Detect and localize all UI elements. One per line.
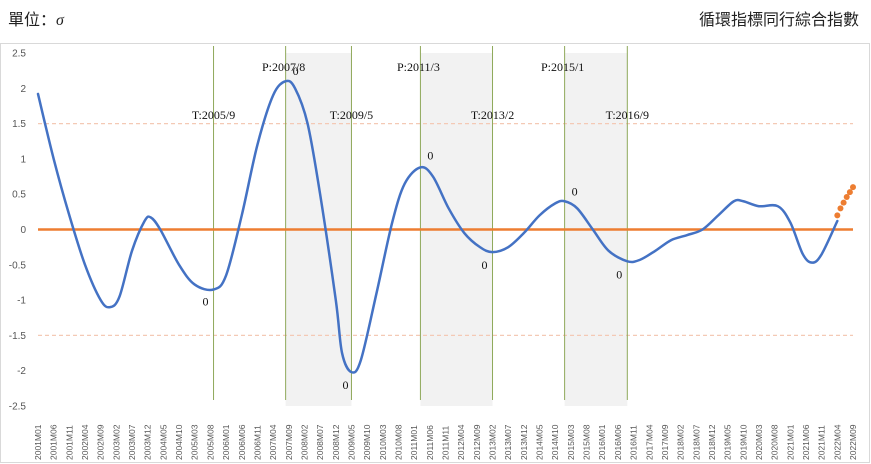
turning-label-1: P:2007/8	[262, 60, 305, 74]
zero-label-5: 0	[572, 184, 578, 198]
x-tick-label: 2007M04	[268, 424, 278, 460]
x-tick-label: 2017M09	[660, 424, 670, 460]
series-line	[36, 79, 839, 374]
x-tick-label: 2016M11	[629, 425, 639, 460]
y-tick-label: 2	[20, 84, 26, 95]
forecast-point-5	[850, 184, 856, 191]
x-tick-label: 2021M11	[817, 425, 827, 460]
x-tick-label: 2010M03	[378, 424, 388, 460]
x-tick-label: 2013M07	[503, 424, 513, 460]
y-tick-label: -2	[17, 366, 26, 377]
unit-label: 單位：σ	[8, 6, 64, 30]
x-tick-label: 2012M04	[456, 424, 466, 460]
x-tick-label: 2013M02	[488, 424, 498, 460]
x-tick-label: 2003M02	[111, 424, 121, 460]
sigma-symbol: σ	[56, 12, 64, 29]
x-tick-label: 2003M07	[127, 424, 137, 460]
x-tick-label: 2021M01	[785, 424, 795, 460]
y-tick-label: -1.5	[9, 331, 27, 342]
y-tick-label: 0.5	[12, 190, 26, 201]
forecast-point-0	[834, 212, 841, 219]
forecast-point-2	[840, 199, 847, 206]
forecast-point-1	[837, 205, 844, 212]
x-tick-label: 2007M09	[284, 424, 294, 460]
x-tick-label: 2020M03	[754, 424, 764, 460]
forecast-point-4	[846, 189, 853, 196]
x-tick-label: 2006M01	[221, 424, 231, 460]
unit-label-text: 單位：	[8, 12, 57, 29]
zero-label-0: 0	[203, 295, 209, 309]
x-tick-label: 2015M03	[566, 424, 576, 460]
x-tick-label: 2001M01	[33, 424, 43, 460]
y-tick-label: -1	[17, 296, 26, 307]
x-tick-label: 2009M10	[362, 424, 372, 460]
x-tick-label: 2004M05	[158, 424, 168, 460]
y-tick-label: 1.5	[12, 119, 26, 130]
x-tick-label: 2001M06	[49, 424, 59, 460]
x-tick-label: 2006M06	[237, 424, 247, 460]
x-tick-label: 2014M05	[535, 424, 545, 460]
x-tick-label: 2015M08	[582, 424, 592, 460]
x-tick-label: 2018M07	[691, 424, 701, 460]
x-tick-label: 2002M09	[96, 424, 106, 460]
x-tick-label: 2005M03	[190, 424, 200, 460]
x-tick-label: 2017M04	[644, 424, 654, 460]
x-tick-label: 2019M10	[738, 424, 748, 460]
x-tick-label: 2003M12	[143, 424, 153, 460]
y-tick-label: -0.5	[9, 260, 27, 271]
x-tick-label: 2002M04	[80, 424, 90, 460]
zero-label-1: 0	[293, 64, 299, 78]
x-tick-label: 2011M11	[441, 426, 451, 460]
turning-label-4: T:2013/2	[471, 108, 514, 122]
x-tick-label: 2011M01	[409, 425, 419, 460]
zero-label-4: 0	[482, 258, 488, 272]
forecast-point-3	[843, 194, 850, 201]
x-tick-label: 2006M11	[252, 425, 262, 460]
turning-label-5: P:2015/1	[541, 60, 584, 74]
x-tick-label: 2018M02	[676, 424, 686, 460]
x-tick-label: 2004M10	[174, 424, 184, 460]
x-tick-label: 2011M06	[425, 425, 435, 460]
y-tick-label: 0	[20, 225, 26, 236]
x-tick-label: 2013M12	[519, 424, 529, 460]
x-tick-label: 2022M09	[848, 424, 858, 460]
x-tick-label: 2021M06	[801, 424, 811, 460]
turning-label-0: T:2005/9	[192, 108, 235, 122]
chart-frame	[0, 43, 870, 463]
x-tick-label: 2016M06	[613, 424, 623, 460]
zero-label-3: 0	[427, 148, 433, 162]
y-tick-label: 2.5	[12, 49, 26, 60]
x-tick-label: 2012M09	[472, 424, 482, 460]
x-tick-label: 2020M08	[770, 424, 780, 460]
zero-label-6: 0	[616, 267, 622, 281]
turning-label-3: P:2011/3	[397, 60, 440, 74]
x-tick-label: 2008M12	[331, 424, 341, 460]
x-tick-label: 2005M08	[205, 424, 215, 460]
turning-label-2: T:2009/5	[330, 108, 373, 122]
x-tick-label: 2008M02	[299, 424, 309, 460]
x-tick-label: 2019M05	[723, 424, 733, 460]
y-tick-label: -2.5	[9, 402, 27, 413]
y-tick-label: 1	[20, 154, 26, 165]
x-tick-label: 2022M04	[832, 424, 842, 460]
x-tick-label: 2008M07	[315, 424, 325, 460]
x-tick-label: 2001M11	[64, 425, 74, 460]
chart-title: 循環指標同行綜合指數	[698, 12, 859, 29]
turning-label-6: T:2016/9	[606, 108, 649, 122]
x-tick-label: 2016M01	[597, 424, 607, 460]
zero-label-2: 0	[342, 378, 348, 392]
x-tick-label: 2014M10	[550, 424, 560, 460]
x-tick-label: 2009M05	[346, 424, 356, 460]
x-tick-label: 2010M08	[393, 424, 403, 460]
x-tick-label: 2018M12	[707, 424, 717, 460]
